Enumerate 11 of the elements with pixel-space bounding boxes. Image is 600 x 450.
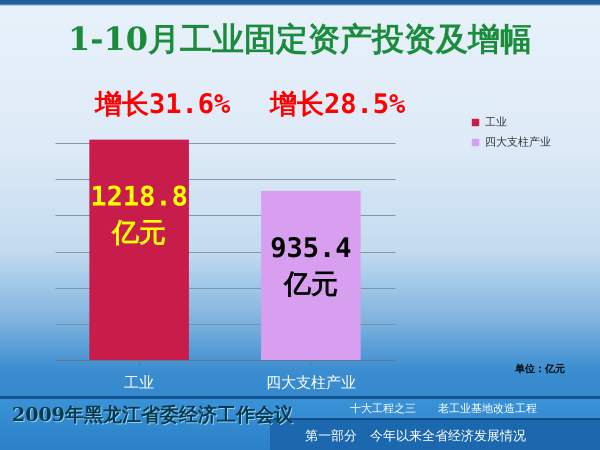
- chart-title: 1-10月工业固定资产投资及增幅: [68, 20, 532, 58]
- text: 第一部分 今年以来全省经济发展情况: [305, 428, 526, 445]
- text: 增长31.6%: [95, 88, 230, 122]
- text: 增长28.5%: [270, 88, 406, 122]
- legend-label: 四大支柱产业: [485, 136, 551, 148]
- data-label: 935.4 亿元: [270, 232, 352, 300]
- legend-label: 工业: [485, 116, 507, 128]
- data-label: 1218.8 亿元: [90, 182, 188, 249]
- text: 2009年黑龙江省委经济工作会议: [12, 403, 293, 428]
- text: 十大工程之三 老工业基地改造工程: [350, 401, 537, 416]
- text: 单位：亿元: [515, 362, 565, 376]
